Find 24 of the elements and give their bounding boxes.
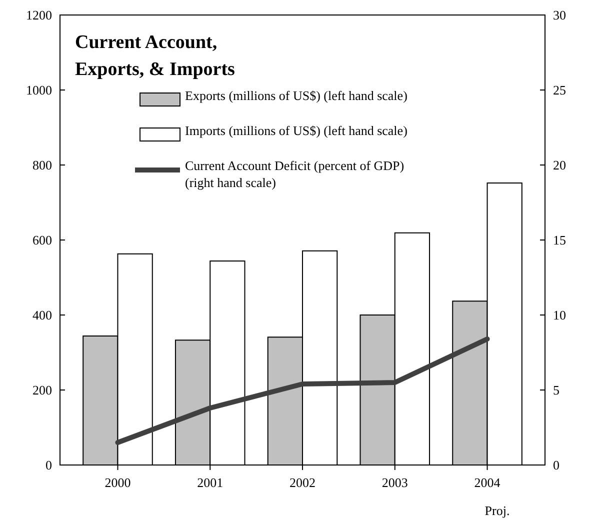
x-tick-label: 2000	[104, 475, 131, 490]
y-tick-label: 400	[32, 308, 52, 323]
x-tick-label: 2001	[197, 475, 224, 490]
y-tick-label: 0	[46, 458, 52, 473]
x-tick-label: 2002	[290, 475, 316, 490]
legend-label: Exports (millions of US$) (left hand scale)	[185, 88, 408, 103]
text: Proj.	[484, 503, 510, 518]
legend-label: Imports (millions of US$) (left hand scale)	[185, 123, 408, 138]
y2-tick-label: 10	[553, 308, 566, 323]
text: Current Account, Exports, & Imports	[75, 32, 235, 80]
y2-tick-label: 20	[553, 158, 566, 173]
x-tick-label: 2003	[382, 475, 408, 490]
x-tick-label: 2004	[474, 475, 501, 490]
y2-tick-label: 0	[553, 458, 560, 473]
y-tick-label: 600	[32, 232, 52, 248]
y2-tick-label: 25	[553, 82, 566, 98]
legend-label: Current Account Deficit (percent of GDP) (right hand scale)	[185, 158, 404, 190]
y-tick-label: 800	[32, 158, 52, 173]
y-tick-label: 1200	[26, 8, 52, 23]
y-tick-label: 1000	[26, 82, 52, 98]
y2-tick-label: 30	[553, 8, 566, 23]
y-tick-label: 200	[32, 382, 52, 398]
y2-tick-label: 15	[553, 232, 566, 248]
y2-tick-label: 5	[553, 382, 560, 398]
